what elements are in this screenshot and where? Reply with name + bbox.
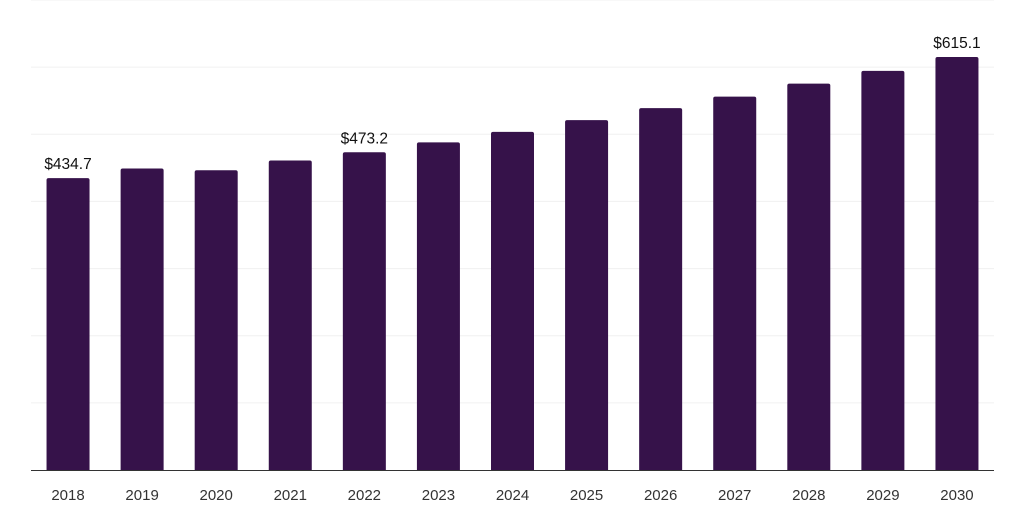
x-tick-label-2020: 2020 (200, 487, 233, 504)
x-tick-label-2025: 2025 (570, 487, 603, 504)
bar-2019 (120, 168, 164, 470)
bar-2021 (268, 160, 312, 470)
bar-2027 (713, 96, 757, 470)
bar-2025 (565, 120, 609, 470)
x-tick-label-2024: 2024 (496, 487, 529, 504)
x-tick-label-2018: 2018 (51, 487, 84, 504)
bar-2022 (342, 152, 386, 470)
data-label-2030: $615.1 (933, 35, 980, 52)
x-tick-label-2021: 2021 (274, 487, 307, 504)
x-tick-labels: 2018 2019 2020 2021 2022 2023 2024 2025 2026 2027… (51, 487, 973, 504)
bar-2028 (787, 83, 831, 470)
data-label-2018: $434.7 (44, 156, 91, 173)
x-tick-label-2029: 2029 (866, 487, 899, 504)
bar-2030 (935, 57, 979, 471)
x-tick-label-2026: 2026 (644, 487, 677, 504)
x-tick-label-2030: 2030 (940, 487, 973, 504)
bars (46, 57, 979, 471)
x-tick-label-2022: 2022 (348, 487, 381, 504)
data-labels: $434.7 $473.2 $615.1 (44, 35, 980, 173)
data-label-2022: $473.2 (341, 130, 388, 147)
bar-2026 (639, 108, 683, 470)
x-tick-label-2019: 2019 (125, 487, 158, 504)
bar-2023 (416, 142, 460, 471)
bar-2020 (194, 170, 238, 470)
x-tick-label-2027: 2027 (718, 487, 751, 504)
x-tick-label-2023: 2023 (422, 487, 455, 504)
x-tick-label-2028: 2028 (792, 487, 825, 504)
bar-2029 (861, 70, 905, 470)
bar-2018 (46, 178, 90, 470)
bar-2024 (491, 131, 534, 470)
